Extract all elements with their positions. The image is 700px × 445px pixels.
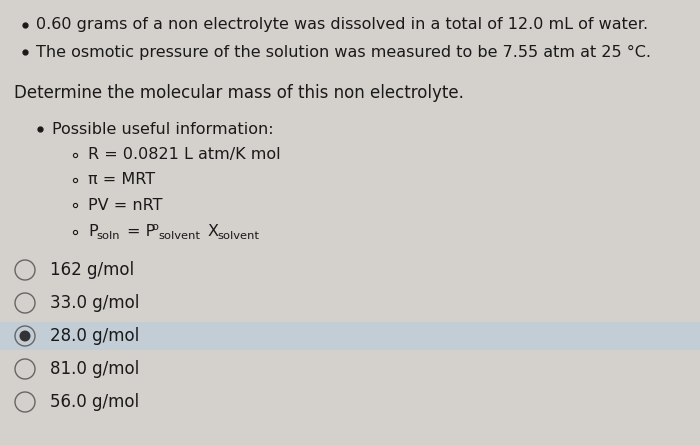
Text: o: o [151,222,158,232]
Text: = P: = P [127,224,155,239]
Text: 162 g/mol: 162 g/mol [50,261,134,279]
Bar [0,322,700,350]
Text: π = MRT: π = MRT [88,173,155,187]
Text: 81.0 g/mol: 81.0 g/mol [50,360,139,378]
Text: solvent: solvent [217,231,259,241]
Text: Possible useful information:: Possible useful information: [52,121,274,137]
Text: solvent: solvent [158,231,200,241]
Text: P: P [88,224,97,239]
Text: PV = nRT: PV = nRT [88,198,162,213]
Text: soln: soln [96,231,120,241]
Text: 0.60 grams of a non electrolyte was dissolved in a total of 12.0 mL of water.: 0.60 grams of a non electrolyte was diss… [36,17,648,32]
Text: Determine the molecular mass of this non electrolyte.: Determine the molecular mass of this non… [14,84,464,102]
Text: 28.0 g/mol: 28.0 g/mol [50,327,139,345]
Text: 33.0 g/mol: 33.0 g/mol [50,294,139,312]
Text: R = 0.0821 L atm/K mol: R = 0.0821 L atm/K mol [88,147,281,162]
Text: The osmotic pressure of the solution was measured to be 7.55 atm at 25 °C.: The osmotic pressure of the solution was… [36,44,651,60]
Text: 56.0 g/mol: 56.0 g/mol [50,393,139,411]
Text: X: X [208,224,219,239]
Circle shape [20,331,31,341]
